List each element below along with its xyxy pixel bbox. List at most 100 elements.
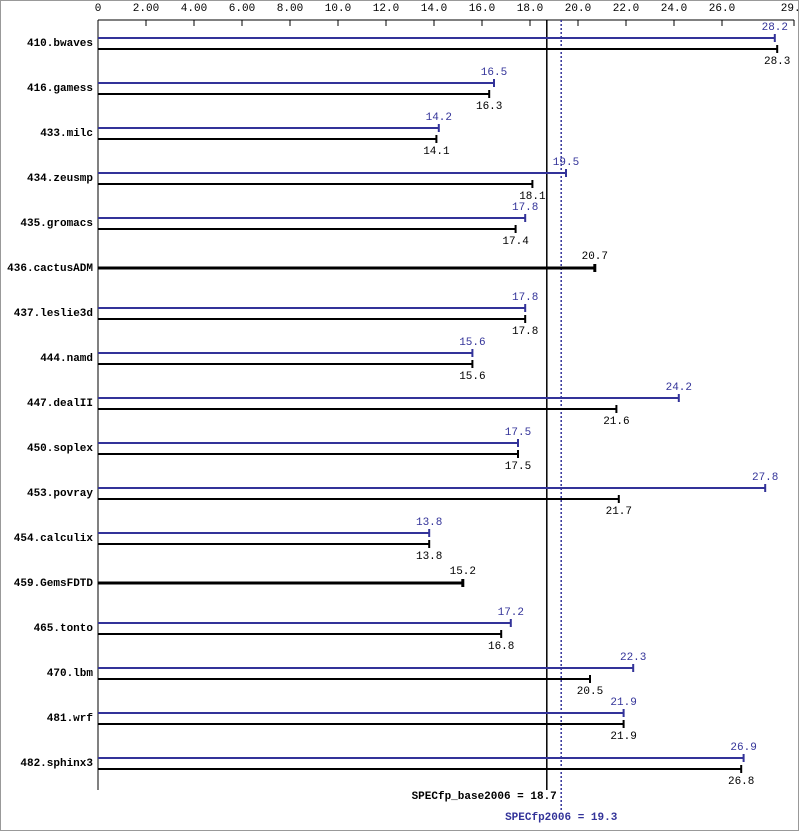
x-tick-label: 26.0 [709, 3, 735, 15]
bar [98, 579, 465, 587]
x-tick-label: 2.00 [133, 3, 159, 15]
bar [98, 664, 635, 672]
value-label: 21.6 [603, 416, 629, 428]
x-tick-label: 14.0 [421, 3, 447, 15]
x-tick-label: 29.0 [781, 3, 799, 15]
bar [98, 169, 567, 177]
y-tick-label: 447.dealII [27, 398, 93, 410]
bar [98, 484, 767, 492]
value-label: 17.5 [505, 461, 531, 473]
value-label: 15.6 [459, 371, 485, 383]
bar [98, 349, 474, 357]
value-label: 13.8 [416, 517, 442, 529]
value-label: 20.5 [577, 686, 603, 698]
value-label: 14.2 [426, 112, 452, 124]
bar [98, 180, 534, 188]
bar [98, 214, 527, 222]
bar [98, 315, 527, 323]
bar [98, 630, 503, 638]
bar [98, 34, 776, 42]
value-label: 16.5 [481, 67, 507, 79]
value-label: 24.2 [666, 382, 692, 394]
bar [98, 90, 491, 98]
value-label: 26.9 [730, 742, 756, 754]
value-label: 18.1 [519, 191, 546, 203]
bar [98, 124, 440, 132]
value-label: 15.6 [459, 337, 485, 349]
bar [98, 619, 512, 627]
y-tick-label: 454.calculix [14, 533, 94, 545]
x-tick-label: 8.00 [277, 3, 303, 15]
bar [98, 394, 680, 402]
value-label: 16.8 [488, 641, 514, 653]
x-tick-label: 4.00 [181, 3, 207, 15]
y-tick-label: 470.lbm [47, 668, 94, 680]
bar [98, 405, 618, 413]
bar [98, 439, 519, 447]
value-label: 17.2 [498, 607, 524, 619]
y-tick-label: 416.gamess [27, 83, 93, 95]
bar [98, 79, 495, 87]
bar [98, 450, 519, 458]
value-label: 28.2 [762, 22, 788, 34]
bar [98, 765, 743, 773]
bar [98, 304, 527, 312]
y-tick-label: 444.namd [40, 353, 93, 365]
bar [98, 225, 517, 233]
y-tick-label: 435.gromacs [20, 218, 93, 230]
value-label: 15.2 [450, 566, 476, 578]
x-tick-label: 24.0 [661, 3, 687, 15]
bar [98, 529, 431, 537]
reference-label: SPECfp_base2006 = 18.7 [412, 791, 557, 803]
x-tick-label: 10.0 [325, 3, 351, 15]
value-label: 22.3 [620, 652, 646, 664]
x-tick-label: 6.00 [229, 3, 255, 15]
value-label: 16.3 [476, 101, 502, 113]
bar [98, 135, 438, 143]
value-label: 21.9 [610, 697, 636, 709]
bar [98, 264, 597, 272]
value-label: 19.5 [553, 157, 579, 169]
value-label: 20.7 [582, 251, 608, 263]
y-tick-label: 450.soplex [27, 443, 93, 455]
bar [98, 540, 431, 548]
value-label: 17.4 [502, 236, 529, 248]
value-label: 13.8 [416, 551, 442, 563]
y-tick-label: 436.cactusADM [7, 263, 93, 275]
bar [98, 754, 745, 762]
bar [98, 675, 591, 683]
value-label: 27.8 [752, 472, 778, 484]
value-label: 17.5 [505, 427, 531, 439]
value-label: 28.3 [764, 56, 790, 68]
bar [98, 495, 620, 503]
value-label: 17.8 [512, 292, 538, 304]
y-tick-label: 465.tonto [34, 623, 94, 635]
y-tick-label: 481.wrf [47, 713, 94, 725]
x-tick-label: 22.0 [613, 3, 639, 15]
value-label: 17.8 [512, 326, 538, 338]
value-label: 17.8 [512, 202, 538, 214]
y-tick-label: 453.povray [27, 488, 93, 500]
x-tick-label: 20.0 [565, 3, 591, 15]
value-label: 14.1 [423, 146, 450, 158]
value-label: 21.9 [610, 731, 636, 743]
y-tick-label: 482.sphinx3 [20, 758, 93, 770]
y-tick-label: 434.zeusmp [27, 173, 93, 185]
y-tick-label: 437.leslie3d [14, 308, 93, 320]
x-tick-label: 16.0 [469, 3, 495, 15]
x-tick-label: 12.0 [373, 3, 399, 15]
bar [98, 720, 625, 728]
y-tick-label: 459.GemsFDTD [14, 578, 94, 590]
y-tick-label: 410.bwaves [27, 38, 93, 50]
reference-label: SPECfp2006 = 19.3 [505, 812, 618, 824]
value-label: 21.7 [606, 506, 632, 518]
y-tick-label: 433.milc [40, 128, 93, 140]
bar [98, 45, 779, 53]
x-tick-label: 0 [95, 3, 102, 15]
value-label: 26.8 [728, 776, 754, 788]
bar [98, 360, 474, 368]
x-tick-label: 18.0 [517, 3, 543, 15]
bar [98, 709, 625, 717]
